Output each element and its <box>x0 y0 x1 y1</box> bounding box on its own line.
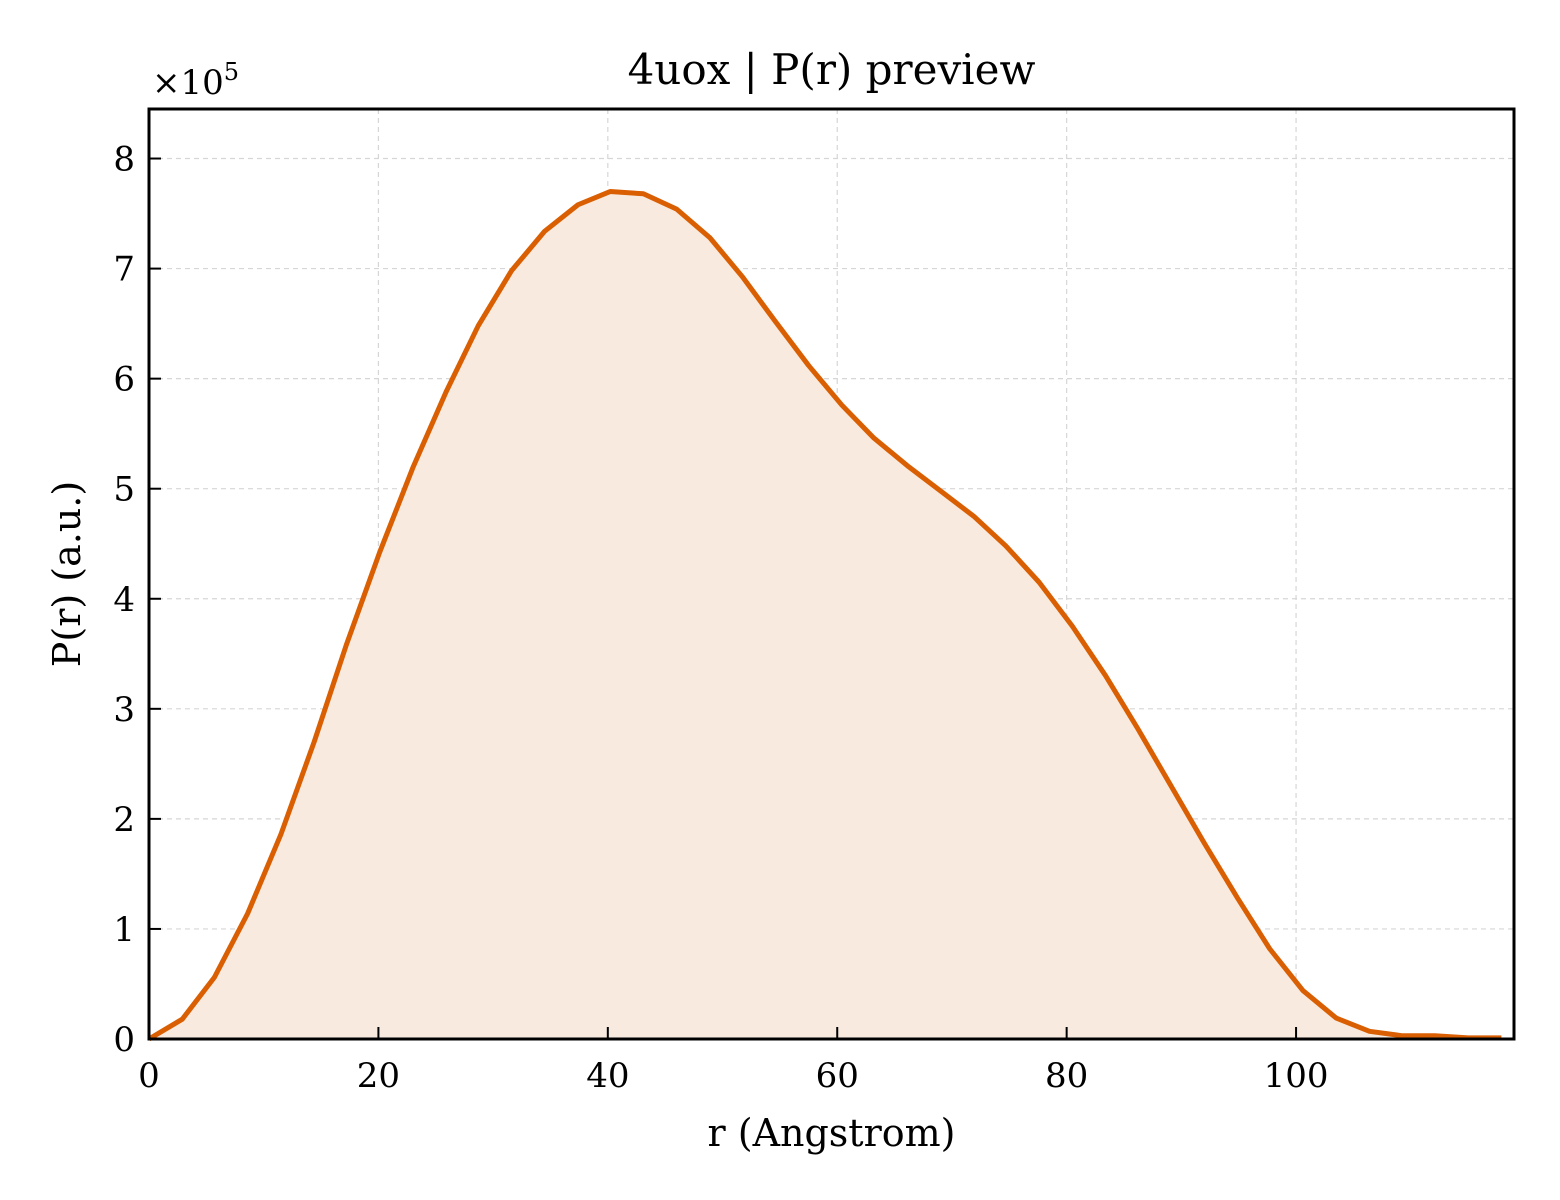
x-tick-label: 60 <box>816 1056 859 1096</box>
y-multiplier-exponent: 5 <box>224 58 239 86</box>
y-axis-multiplier: ×105 <box>152 58 239 103</box>
y-tick-label: 8 <box>113 140 135 180</box>
y-tick-label: 7 <box>113 250 135 290</box>
y-tick-label: 4 <box>113 580 135 620</box>
x-tick-label: 0 <box>138 1056 160 1096</box>
plot-frame <box>147 107 1516 1041</box>
x-tick-label: 100 <box>1264 1056 1329 1096</box>
y-multiplier-base: ×10 <box>152 63 224 103</box>
y-tick-label: 1 <box>113 910 135 950</box>
y-tick-label: 5 <box>113 470 135 510</box>
x-tick-label: 80 <box>1045 1056 1088 1096</box>
series-line <box>147 189 1502 1042</box>
x-tick-label: 40 <box>586 1056 629 1096</box>
area-fill <box>149 191 1502 1040</box>
x-tick-label: 20 <box>357 1056 400 1096</box>
y-tick-label: 6 <box>113 360 135 400</box>
y-tick-label: 0 <box>113 1020 135 1060</box>
x-axis-label: r (Angstrom) <box>708 1111 956 1155</box>
y-axis-label: P(r) (a.u.) <box>45 481 89 667</box>
y-tick-label: 3 <box>113 690 135 730</box>
chart-title: 4uox | P(r) preview <box>628 45 1036 94</box>
y-tick-label: 2 <box>113 800 135 840</box>
ticks: 0 20 40 60 80 100 0 1 2 3 4 5 6 7 8 <box>113 140 1328 1096</box>
